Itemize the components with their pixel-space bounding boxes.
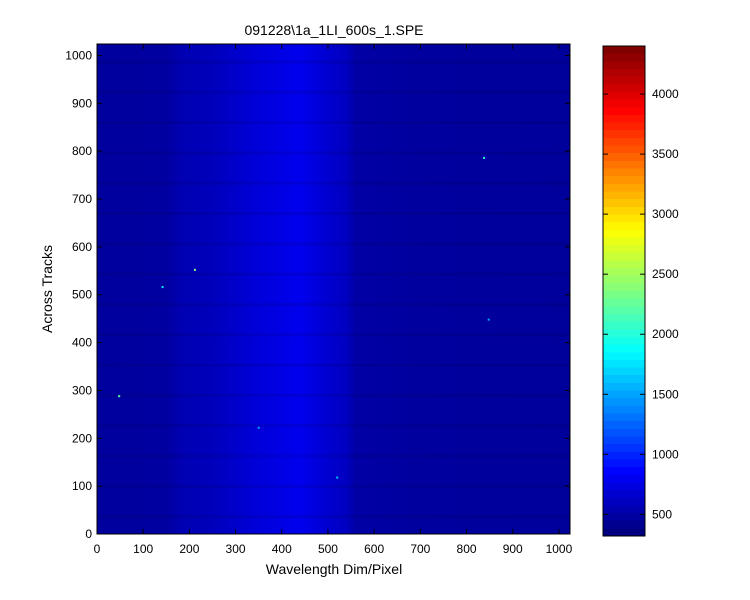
x-axis: 0 100 200 300 400 500 600 700 800 900 1000 (94, 44, 573, 556)
x-tick-label: 0 (94, 542, 101, 556)
y-tick-label: 400 (72, 336, 92, 350)
x-tick-label: 300 (226, 542, 246, 556)
y-tick-label: 0 (85, 527, 92, 541)
colorbar-frame (602, 45, 646, 537)
colorbar-tick-label: 1500 (652, 387, 679, 401)
colorbar-image (603, 46, 645, 536)
hot-pixel (118, 395, 121, 398)
colorbar-ticks: 500 1000 1500 2000 2500 3000 3500 4000 (603, 87, 679, 521)
x-tick-label: 100 (133, 542, 153, 556)
x-tick-label: 500 (318, 542, 338, 556)
plot-frame (96, 43, 571, 535)
x-tick-label: 200 (179, 542, 199, 556)
x-tick-label: 800 (457, 542, 477, 556)
hot-pixel (483, 156, 486, 159)
colorbar-tick-label: 3500 (652, 147, 679, 161)
plot-area: 0 100 200 300 400 500 600 700 800 900 1000 0 100 200… (65, 43, 573, 556)
y-tick-label: 1000 (65, 48, 92, 62)
x-tick-label: 600 (364, 542, 384, 556)
y-tick-label: 500 (72, 288, 92, 302)
y-tick-label: 800 (72, 144, 92, 158)
hot-pixel (336, 476, 339, 479)
y-tick-label: 600 (72, 240, 92, 254)
hot-pixels (118, 156, 490, 479)
hot-pixel (193, 268, 196, 271)
hot-pixel (487, 318, 490, 321)
y-tick-label: 300 (72, 383, 92, 397)
y-axis-label: Across Tracks (39, 245, 55, 333)
colorbar-tick-label: 3000 (652, 207, 679, 221)
colorbar-tick-label: 500 (652, 507, 672, 521)
y-tick-label: 700 (72, 192, 92, 206)
colorbar-tick-label: 2500 (652, 267, 679, 281)
chart-title: 091228\1a_1LI_600s_1.SPE (244, 22, 423, 38)
y-axis: 0 100 200 300 400 500 600 700 800 900 1000 (65, 48, 570, 541)
colorbar-tick-label: 2000 (652, 327, 679, 341)
row-banding (97, 44, 570, 534)
x-tick-label: 700 (410, 542, 430, 556)
x-axis-label: Wavelength Dim/Pixel (266, 561, 402, 577)
hot-pixel (257, 426, 260, 429)
colorbar-tick-label: 1000 (652, 447, 679, 461)
y-tick-label: 100 (72, 479, 92, 493)
y-tick-label: 900 (72, 96, 92, 110)
x-tick-label: 1000 (546, 542, 573, 556)
hot-pixel (161, 286, 164, 289)
y-tick-label: 200 (72, 431, 92, 445)
x-tick-label: 900 (503, 542, 523, 556)
colorbar-tick-label: 4000 (652, 87, 679, 101)
colorbar: 500 1000 1500 2000 2500 3000 3500 4000 (602, 45, 679, 537)
x-tick-label: 400 (272, 542, 292, 556)
